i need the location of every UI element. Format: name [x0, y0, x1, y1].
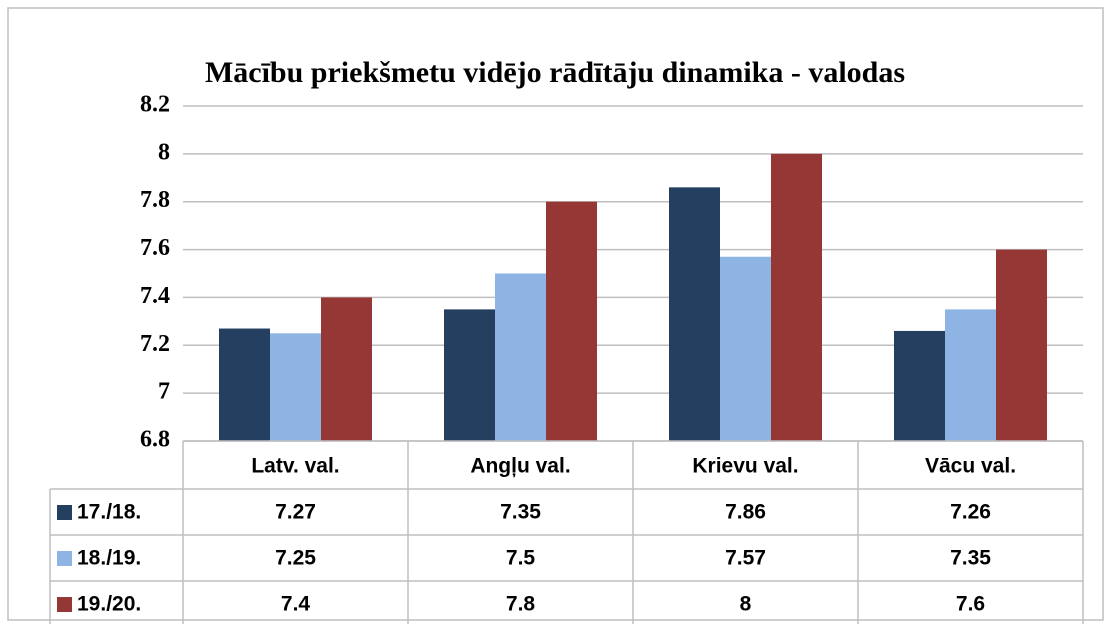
- bar: [996, 249, 1047, 441]
- bar: [270, 333, 321, 441]
- table-value: 7.4: [281, 593, 311, 616]
- table-value: 7.35: [950, 547, 991, 570]
- chart-title: Mācību priekšmetu vidējo rādītāju dinami…: [205, 56, 905, 89]
- y-tick-label: 7.2: [140, 331, 170, 357]
- table-value: 7.86: [725, 501, 766, 524]
- table-value: 7.5: [506, 547, 536, 570]
- bar: [894, 330, 945, 441]
- y-tick-label: 7.4: [140, 283, 170, 309]
- table-value: 7.25: [275, 547, 316, 570]
- x-tick-label: Vācu val.: [925, 455, 1016, 478]
- table-value: 8: [740, 593, 752, 616]
- x-tick-label: Latv. val.: [251, 455, 339, 478]
- bar: [321, 297, 372, 441]
- y-tick-label: 8.2: [140, 92, 170, 118]
- bar: [945, 309, 996, 441]
- bar: [444, 309, 495, 441]
- table-value: 7.27: [275, 501, 316, 524]
- x-tick-label: Krievu val.: [692, 455, 798, 478]
- y-tick-label: 6.8: [140, 427, 170, 453]
- y-tick-label: 7: [158, 379, 170, 405]
- y-tick-label: 8: [158, 139, 170, 165]
- legend-label: 18./19.: [77, 547, 141, 570]
- table-value: 7.6: [956, 593, 985, 616]
- bar: [720, 256, 771, 441]
- y-tick-label: 7.6: [140, 235, 170, 261]
- table-value: 7.26: [950, 501, 991, 524]
- y-tick-label: 7.8: [140, 187, 170, 213]
- bar: [219, 328, 270, 441]
- legend-key: [57, 505, 72, 520]
- bar: [495, 273, 546, 441]
- bar: [771, 153, 822, 441]
- legend-key: [57, 597, 72, 612]
- legend-key: [57, 551, 72, 566]
- legend-label: 17./18.: [77, 501, 141, 524]
- legend-label: 19./20.: [77, 593, 141, 616]
- table-value: 7.8: [506, 593, 536, 616]
- bar: [546, 201, 597, 441]
- table-value: 7.35: [500, 501, 541, 524]
- x-tick-label: Angļu val.: [470, 455, 570, 478]
- table-value: 7.57: [725, 547, 766, 570]
- bar: [669, 187, 720, 441]
